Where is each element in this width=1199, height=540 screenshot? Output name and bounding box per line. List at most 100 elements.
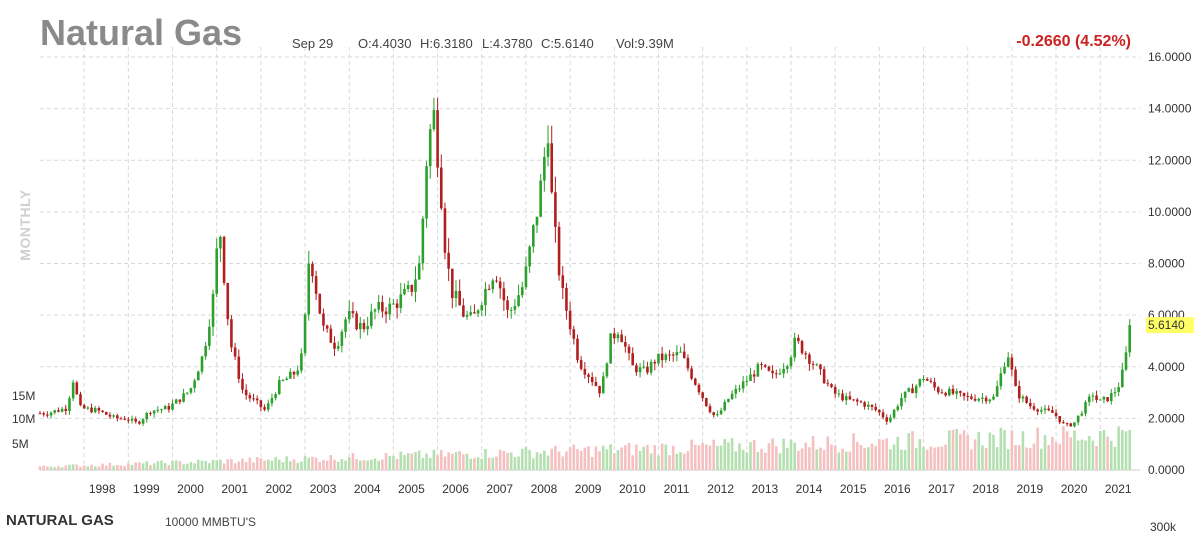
- candle-body: [152, 410, 156, 414]
- header-date: Sep 29: [292, 36, 334, 51]
- candle-body: [601, 376, 605, 394]
- volume-bar: [432, 449, 436, 470]
- volume-bar: [653, 445, 657, 470]
- candle-body: [53, 410, 57, 413]
- candle-body: [859, 401, 863, 403]
- volume-bar: [141, 463, 145, 470]
- candle-body: [296, 370, 299, 375]
- candle-body: [252, 398, 255, 400]
- volume-bar: [108, 462, 112, 470]
- candle-body: [64, 408, 68, 412]
- volume-bar: [609, 444, 612, 470]
- volume-bar: [712, 439, 715, 470]
- volume-tick-5m: 5M: [12, 437, 29, 451]
- volume-bar: [620, 447, 623, 470]
- volume-bar: [535, 452, 539, 470]
- volume-bar: [163, 463, 167, 470]
- volume-bar: [1091, 440, 1095, 470]
- volume-bar: [1036, 427, 1039, 470]
- candle-body: [844, 396, 848, 401]
- volume-bar: [1113, 446, 1117, 470]
- candle-body: [565, 287, 568, 311]
- volume-bar: [911, 431, 914, 470]
- candle-body: [292, 371, 296, 375]
- candle-body: [966, 395, 970, 397]
- volume-bar: [749, 442, 752, 470]
- header-volume: Vol:9.39M: [616, 36, 674, 51]
- volume-bar: [1054, 442, 1058, 470]
- candle-body: [141, 419, 145, 424]
- volume-bar: [476, 457, 480, 470]
- volume-bar: [616, 450, 620, 470]
- candle-body: [1076, 415, 1080, 423]
- candle-body: [473, 312, 476, 314]
- volume-bar: [42, 465, 45, 470]
- candle-body: [178, 399, 182, 402]
- current-price-highlight: [1146, 317, 1194, 334]
- candle-body: [509, 309, 513, 311]
- candle-body: [1065, 423, 1069, 425]
- volume-bar: [981, 445, 984, 470]
- candle-body: [1014, 369, 1017, 387]
- x-tick-label: 2009: [575, 482, 602, 496]
- candle-body: [60, 408, 64, 412]
- volume-bar: [955, 429, 958, 470]
- volume-bar: [149, 465, 152, 470]
- volume-bar: [362, 460, 366, 470]
- volume-bar: [285, 456, 288, 470]
- volume-bar: [646, 444, 649, 470]
- volume-bar: [874, 445, 877, 470]
- volume-bar: [572, 444, 576, 470]
- candle-body: [1106, 397, 1109, 402]
- candle-body: [138, 421, 141, 424]
- volume-bar: [741, 449, 745, 470]
- candle-body: [539, 180, 542, 217]
- candle-body: [613, 333, 616, 339]
- volume-bar: [870, 443, 874, 470]
- candle-body: [1073, 422, 1076, 427]
- volume-bar: [811, 436, 815, 470]
- candle-body: [716, 414, 719, 416]
- volume-bar: [863, 447, 866, 470]
- volume-bar: [75, 464, 79, 470]
- volume-bar: [296, 462, 299, 470]
- candle-body: [992, 396, 995, 400]
- volume-bar: [428, 457, 432, 470]
- x-tick-label: 2021: [1105, 482, 1132, 496]
- header-low: L:4.3780: [482, 36, 533, 51]
- volume-bar: [381, 459, 384, 470]
- volume-bar: [138, 462, 141, 470]
- volume-bar: [782, 438, 785, 470]
- volume-bar: [642, 446, 646, 470]
- candle-body: [112, 415, 115, 417]
- volume-bar: [130, 464, 134, 470]
- volume-bar: [1073, 430, 1076, 470]
- candle-body: [789, 357, 793, 367]
- volume-bar: [1106, 436, 1109, 470]
- candle-body: [535, 216, 539, 226]
- volume-bar: [557, 451, 561, 470]
- candle-body: [160, 409, 163, 411]
- volume-bar: [498, 449, 502, 470]
- volume-bar: [554, 445, 557, 470]
- volume-bar: [727, 442, 730, 470]
- volume-bar: [815, 449, 819, 470]
- volume-bar: [513, 457, 517, 470]
- candle-body: [907, 388, 911, 392]
- period-label[interactable]: MONTHLY: [17, 189, 33, 261]
- volume-bar: [289, 461, 292, 470]
- candle-body: [108, 414, 112, 417]
- volume-bar: [841, 448, 844, 470]
- candle-body: [903, 391, 907, 398]
- volume-bar: [185, 463, 189, 470]
- candle-body: [867, 404, 870, 407]
- x-tick-label: 2015: [840, 482, 867, 496]
- candle-body: [738, 388, 741, 390]
- volume-bar: [697, 445, 701, 470]
- x-tick-label: 1999: [133, 482, 160, 496]
- volume-bar: [627, 443, 631, 470]
- candle-body: [1121, 369, 1124, 388]
- volume-bar: [473, 458, 476, 470]
- volume-tick-15m: 15M: [12, 389, 36, 403]
